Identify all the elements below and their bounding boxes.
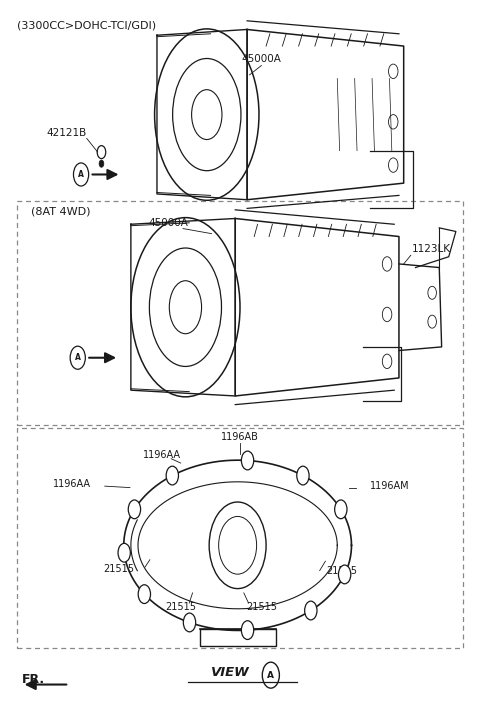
- Text: 1196AA: 1196AA: [53, 479, 91, 489]
- Text: FR.: FR.: [22, 673, 45, 686]
- Circle shape: [241, 451, 254, 470]
- Circle shape: [183, 613, 196, 632]
- Text: 21515: 21515: [326, 566, 358, 577]
- Circle shape: [335, 500, 347, 518]
- Circle shape: [97, 145, 106, 158]
- Circle shape: [118, 543, 131, 562]
- Text: A: A: [75, 353, 81, 362]
- Circle shape: [166, 466, 179, 485]
- Circle shape: [297, 466, 309, 485]
- Circle shape: [138, 585, 151, 603]
- Text: 21515: 21515: [246, 602, 277, 611]
- Text: 1196AB: 1196AB: [221, 432, 259, 442]
- Circle shape: [241, 621, 254, 640]
- Circle shape: [338, 565, 351, 584]
- Text: 45000A: 45000A: [241, 54, 281, 64]
- Text: A: A: [78, 170, 84, 179]
- Text: 1196AA: 1196AA: [143, 450, 180, 460]
- Text: 1196AM: 1196AM: [370, 481, 409, 491]
- Circle shape: [99, 160, 104, 167]
- Text: A: A: [267, 671, 275, 680]
- Text: 45000A: 45000A: [149, 218, 189, 228]
- Text: 21515: 21515: [165, 602, 196, 611]
- Circle shape: [305, 601, 317, 620]
- Circle shape: [128, 500, 141, 518]
- Text: (8AT 4WD): (8AT 4WD): [31, 207, 91, 217]
- Text: (3300CC>DOHC-TCI/GDI): (3300CC>DOHC-TCI/GDI): [17, 21, 156, 31]
- Text: 42121B: 42121B: [47, 128, 87, 138]
- Text: 1123LK: 1123LK: [412, 244, 451, 254]
- Text: 21515: 21515: [104, 564, 134, 574]
- Text: VIEW: VIEW: [211, 666, 250, 679]
